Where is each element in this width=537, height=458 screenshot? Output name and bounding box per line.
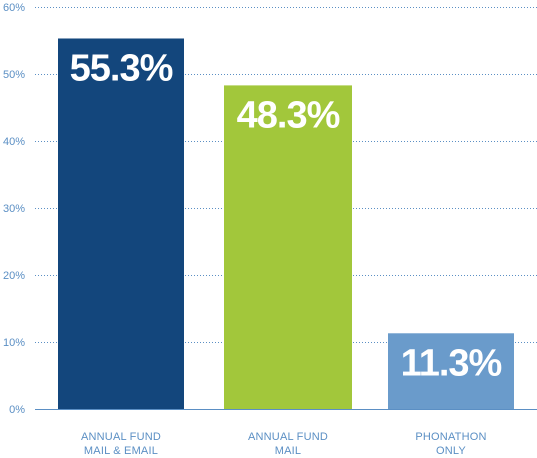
- bar-data-label: 55.3%: [70, 47, 173, 89]
- bar: [388, 333, 514, 409]
- y-tick-label: 0%: [9, 404, 25, 416]
- y-tick-label: 10%: [3, 337, 25, 349]
- bar-data-labels: 55.3% 48.3% 11.3%: [70, 47, 503, 384]
- gridlines: [35, 7, 537, 410]
- bar-data-label: 11.3%: [401, 342, 502, 384]
- x-category-label: PHONATHON ONLY: [415, 431, 486, 457]
- bar: [58, 38, 184, 410]
- bar-data-label: 48.3%: [237, 94, 340, 136]
- y-tick-label: 30%: [3, 203, 25, 215]
- y-axis-ticks: 0% 10% 20% 30% 40% 50% 60%: [3, 2, 25, 416]
- bar: [224, 85, 352, 409]
- x-axis-categories: ANNUAL FUND MAIL & EMAIL ANNUAL FUND MAIL PH…: [81, 431, 486, 457]
- x-category-label: ANNUAL FUND MAIL: [248, 431, 328, 457]
- y-tick-label: 50%: [3, 69, 25, 81]
- y-tick-label: 20%: [3, 270, 25, 282]
- x-category-label: ANNUAL FUND MAIL & EMAIL: [81, 431, 161, 457]
- bars: [58, 38, 514, 410]
- y-tick-label: 40%: [3, 136, 25, 148]
- y-tick-label: 60%: [3, 2, 25, 14]
